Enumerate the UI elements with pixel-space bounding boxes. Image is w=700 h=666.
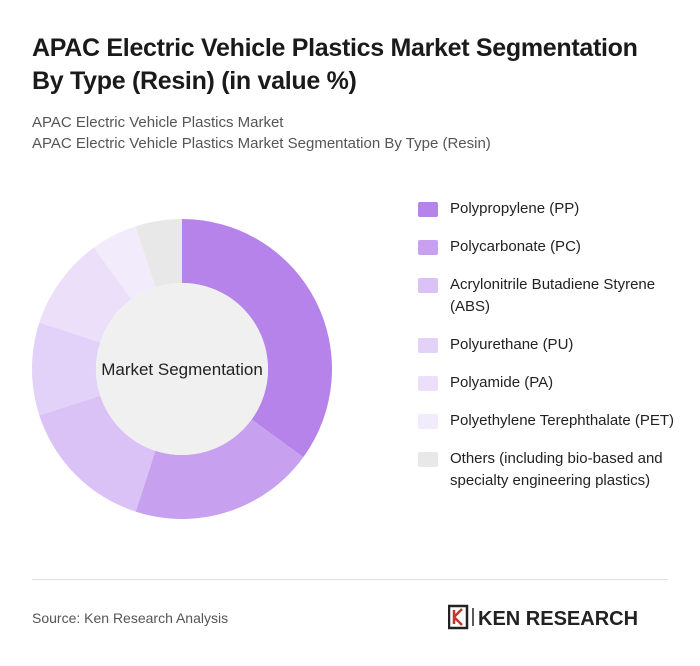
donut-chart: Market Segmentation <box>32 219 332 519</box>
legend-label: Polypropylene (PP) <box>450 200 580 217</box>
source: Source: Ken Research Analysis <box>32 610 229 626</box>
divider <box>32 579 668 580</box>
legend-label: Polyurethane (PU) <box>450 336 574 353</box>
legend-swatch <box>418 278 438 293</box>
donut-segment <box>93 226 156 300</box>
subtitle: APAC Electric Vehicle Plastics Market <box>32 114 284 131</box>
legend-swatch <box>418 338 438 353</box>
donut-segment <box>32 322 101 416</box>
legend-swatch <box>418 452 438 467</box>
legend-label: Acrylonitrile Butadiene Styrene (ABS) <box>450 276 656 315</box>
title: APAC Electric Vehicle Plastics Market Se… <box>32 34 638 95</box>
legend: Polypropylene (PP) Polycarbonate (PC) Acry… <box>418 198 678 508</box>
donut-segment <box>39 395 156 512</box>
legend-item: Polyethylene Terephthalate (PET) <box>418 410 678 432</box>
legend-item: Polyamide (PA) <box>418 372 678 394</box>
donut-segment <box>39 247 132 343</box>
logo-text: KEN RESEARCH <box>478 608 638 630</box>
legend-item: Polyurethane (PU) <box>418 334 678 356</box>
legend-swatch <box>418 414 438 429</box>
donut-hole <box>96 283 268 455</box>
legend-label: Polyamide (PA) <box>450 374 554 391</box>
legend-item: Polycarbonate (PC) <box>418 236 678 258</box>
legend-label: Polyethylene Terephthalate (PET) <box>450 412 675 429</box>
legend-swatch <box>418 202 438 217</box>
donut-segment <box>135 219 182 288</box>
legend-item: Others (including bio-based and specialt… <box>418 448 678 492</box>
subtitle: APAC Electric Vehicle Plastics Market Se… <box>32 135 491 152</box>
legend-label: Others (including bio-based and specialt… <box>450 450 663 489</box>
donut-segment <box>135 419 304 519</box>
legend-item: Acrylonitrile Butadiene Styrene (ABS) <box>418 274 678 318</box>
center-label: Market Segmentation <box>101 360 263 379</box>
legend-swatch <box>418 376 438 391</box>
donut-segment <box>182 219 332 458</box>
legend-label: Polycarbonate (PC) <box>450 238 581 255</box>
legend-item: Polypropylene (PP) <box>418 198 678 220</box>
logo: KEN RESEARCH <box>448 604 638 630</box>
legend-swatch <box>418 240 438 255</box>
